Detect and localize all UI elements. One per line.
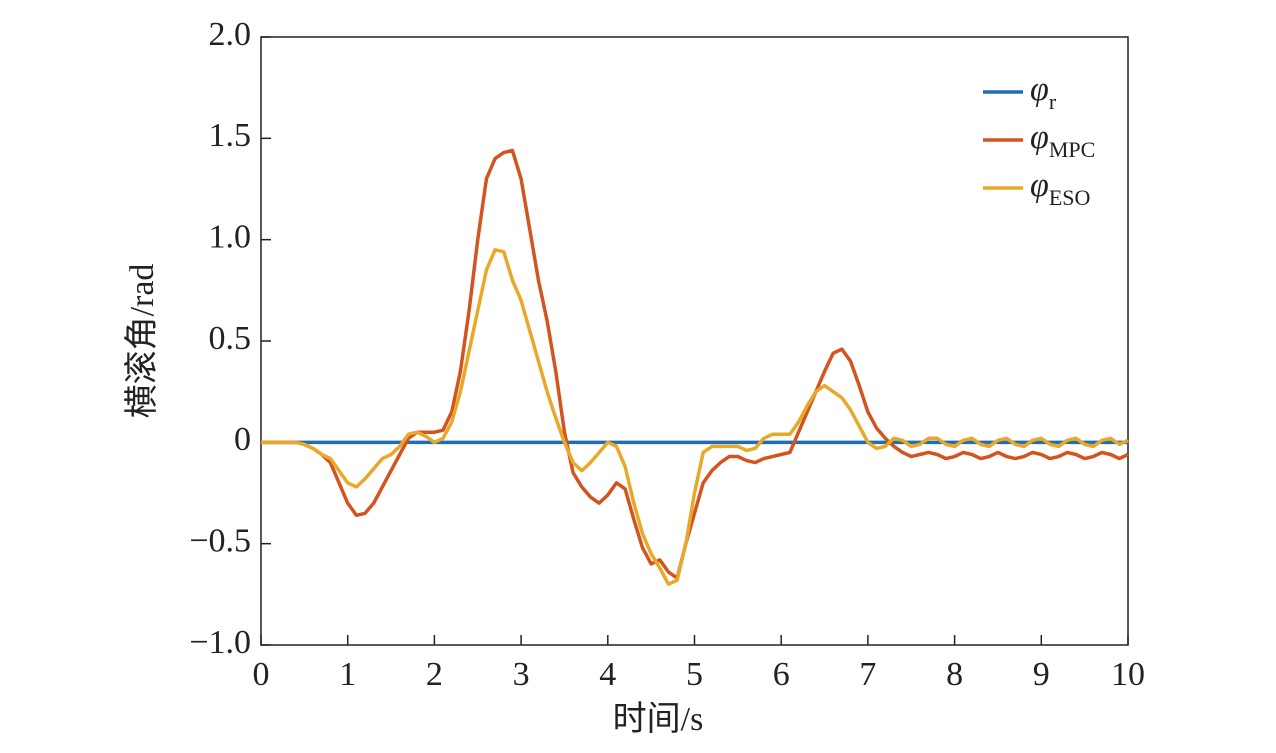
- x-tick-label: 2: [426, 656, 443, 693]
- x-tick-label: 8: [946, 656, 963, 693]
- x-tick-label: 6: [773, 656, 790, 693]
- plot-frame: [260, 36, 1129, 646]
- series-line: [261, 148, 1129, 580]
- x-tick-label: 4: [599, 656, 616, 693]
- legend-label: φMPC: [1030, 119, 1095, 162]
- x-tick-label: 0: [253, 656, 270, 693]
- y-tick-label: −0.5: [189, 522, 251, 559]
- x-tick-label: 3: [513, 656, 530, 693]
- y-axis-label: 横滚角/rad: [123, 264, 161, 419]
- series-line: [261, 248, 1129, 586]
- y-tick-label: 1.5: [209, 117, 252, 154]
- legend-label: φr: [1030, 71, 1057, 114]
- x-tick-label: 10: [1111, 656, 1145, 693]
- legend-label: φESO: [1030, 167, 1090, 210]
- y-tick-label: 1.0: [209, 218, 252, 255]
- y-tick-label: 0.5: [209, 320, 252, 357]
- y-tick-label: −1.0: [189, 624, 251, 661]
- x-axis-label: 时间/s: [613, 701, 704, 738]
- y-tick-label: 0: [234, 421, 251, 458]
- x-tick-label: 1: [339, 656, 356, 693]
- y-tick-label: 2.0: [209, 16, 252, 53]
- x-tick-label: 9: [1033, 656, 1050, 693]
- x-tick-label: 7: [859, 656, 876, 693]
- x-tick-label: 5: [686, 656, 703, 693]
